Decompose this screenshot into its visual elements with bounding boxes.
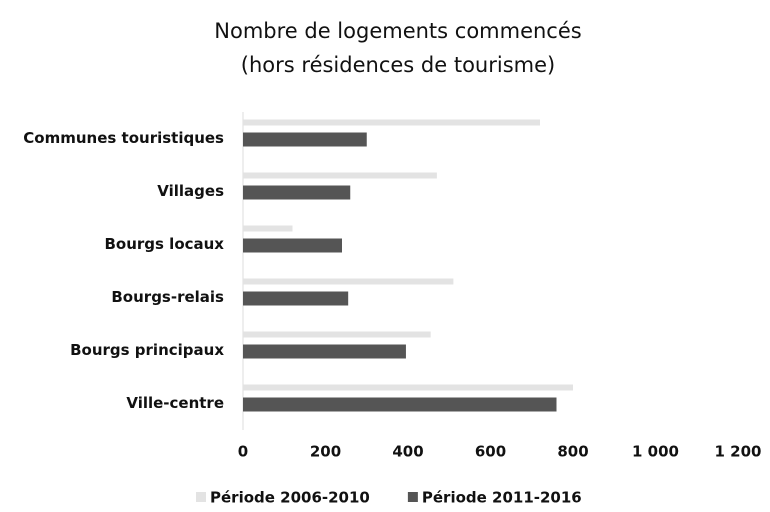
bar	[243, 185, 351, 200]
x-tick-label: 0	[238, 443, 248, 461]
bar	[243, 291, 349, 306]
y-tick-label: Bourgs-relais	[111, 288, 224, 306]
bar	[243, 384, 573, 391]
y-tick-label: Ville-centre	[126, 394, 224, 412]
bar	[243, 238, 342, 253]
legend-label: Période 2011-2016	[422, 489, 582, 507]
legend-swatch	[196, 492, 206, 502]
y-tick-label: Communes touristiques	[23, 129, 224, 147]
chart-title: Nombre de logements commencés	[214, 19, 581, 43]
x-tick-label: 1 200	[715, 443, 762, 461]
y-tick-label: Bourgs principaux	[70, 341, 224, 359]
y-tick-label: Villages	[157, 182, 224, 200]
legend-swatch	[407, 492, 418, 502]
x-tick-label: 1 000	[632, 443, 679, 461]
bar	[243, 225, 293, 232]
x-tick-label: 200	[310, 443, 341, 461]
x-tick-label: 600	[475, 443, 506, 461]
x-tick-label: 400	[392, 443, 423, 461]
y-tick-label: Bourgs locaux	[104, 235, 224, 253]
bar	[243, 119, 540, 126]
legend-label: Période 2006-2010	[210, 489, 370, 507]
bar	[243, 397, 557, 412]
bar	[243, 331, 431, 338]
bar	[243, 132, 367, 147]
x-tick-label: 800	[557, 443, 588, 461]
bar	[243, 344, 406, 359]
bar	[243, 278, 454, 285]
bar	[243, 172, 437, 179]
chart-title: (hors résidences de tourisme)	[241, 53, 555, 77]
